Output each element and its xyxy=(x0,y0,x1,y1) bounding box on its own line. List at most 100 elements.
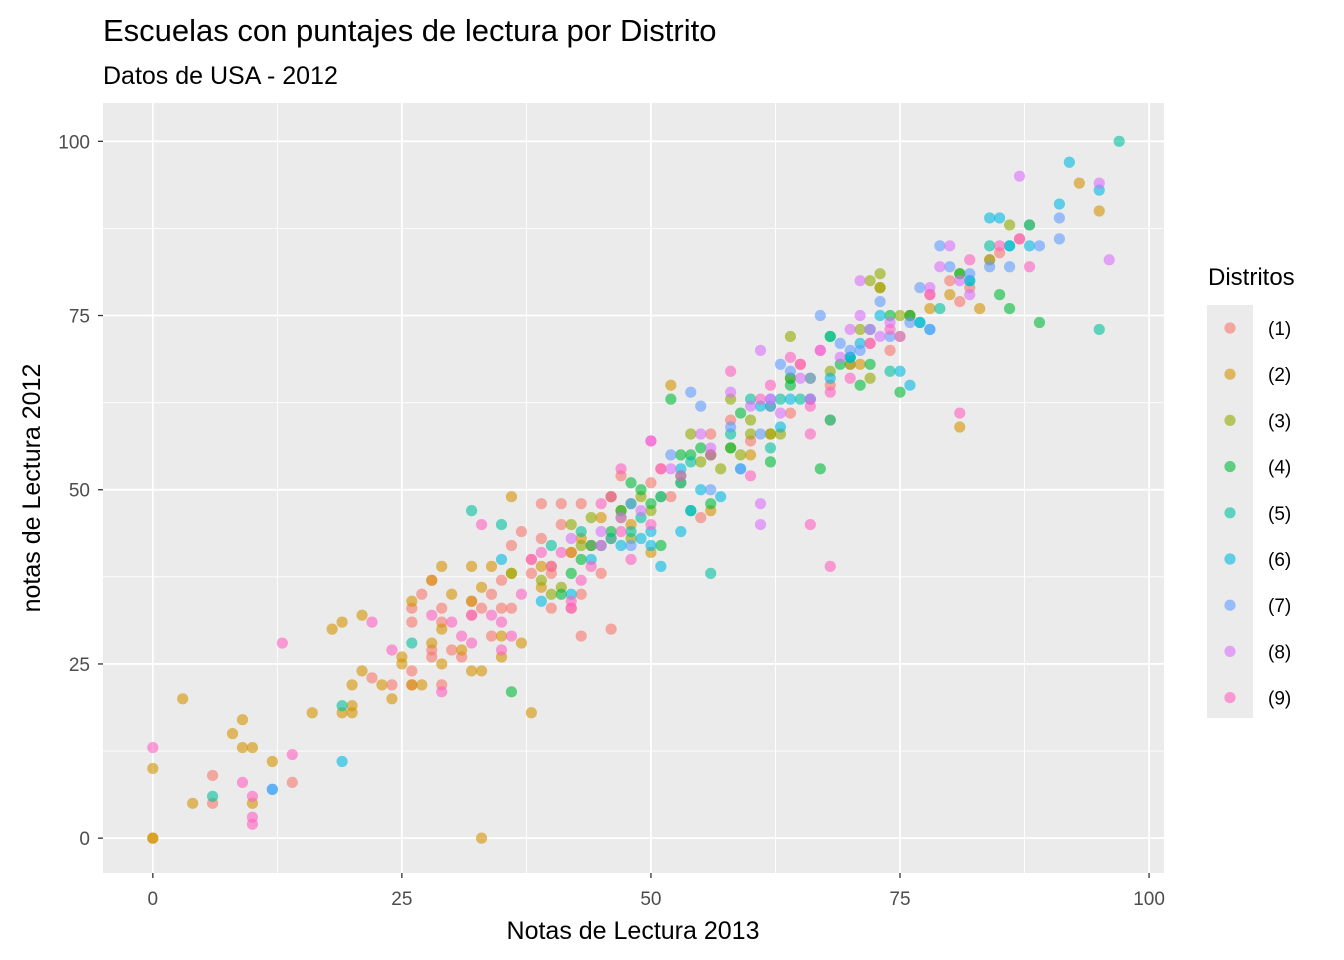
x-tick-label: 100 xyxy=(1133,889,1165,910)
legend-label-5: (5) xyxy=(1268,504,1291,525)
y-tick-label: 75 xyxy=(69,307,90,328)
data-point-district-1 xyxy=(436,602,448,614)
data-point-district-1 xyxy=(446,644,458,656)
data-point-district-2 xyxy=(1073,177,1085,189)
chart-subtitle: Datos de USA - 2012 xyxy=(103,62,338,90)
data-point-district-2 xyxy=(954,421,966,433)
data-point-district-3 xyxy=(545,588,557,600)
data-point-district-5 xyxy=(794,393,806,405)
data-point-district-1 xyxy=(784,407,797,419)
data-point-district-7 xyxy=(665,449,677,461)
data-point-district-8 xyxy=(635,505,647,517)
data-point-district-2 xyxy=(744,449,757,461)
x-tick-label: 50 xyxy=(640,889,661,910)
data-point-district-5 xyxy=(625,525,637,538)
data-point-district-9 xyxy=(585,560,597,572)
data-point-district-8 xyxy=(595,525,607,538)
data-point-district-9 xyxy=(784,351,797,363)
data-point-district-9 xyxy=(824,560,836,572)
data-point-district-4 xyxy=(814,463,826,475)
data-point-district-8 xyxy=(764,393,777,405)
data-point-district-8 xyxy=(774,407,787,419)
data-point-district-1 xyxy=(485,588,498,600)
data-point-district-2 xyxy=(386,693,398,705)
data-point-district-3 xyxy=(695,456,707,468)
data-point-district-2 xyxy=(475,832,488,844)
data-point-district-9 xyxy=(426,609,438,621)
data-point-district-4 xyxy=(1003,302,1016,315)
data-point-district-9 xyxy=(436,686,448,698)
data-point-district-9 xyxy=(535,546,547,559)
data-point-district-3 xyxy=(715,463,727,475)
x-axis-ticks: 0 25 50 75 100 xyxy=(148,873,1165,910)
data-point-district-8 xyxy=(754,498,767,510)
data-point-district-9 xyxy=(804,400,816,412)
x-tick-label: 0 xyxy=(148,889,159,910)
data-point-district-9 xyxy=(595,498,607,510)
data-point-district-9 xyxy=(615,525,627,538)
x-axis-title: Notas de Lectura 2013 xyxy=(507,917,760,945)
data-point-district-2 xyxy=(147,762,159,775)
data-point-district-2 xyxy=(426,574,438,586)
data-point-district-4 xyxy=(655,539,667,552)
data-point-district-9 xyxy=(615,463,627,475)
data-point-district-9 xyxy=(625,553,637,566)
data-point-district-8 xyxy=(1013,170,1026,182)
data-point-district-7 xyxy=(734,463,747,475)
data-point-district-9 xyxy=(595,539,607,552)
data-point-district-2 xyxy=(406,679,418,691)
data-point-district-6 xyxy=(784,393,797,405)
data-point-district-2 xyxy=(326,623,338,635)
data-point-district-4 xyxy=(994,289,1006,301)
data-point-district-8 xyxy=(754,518,767,531)
data-point-district-8 xyxy=(934,261,946,273)
data-point-district-9 xyxy=(456,630,468,642)
data-point-district-8 xyxy=(894,330,906,343)
data-point-district-1 xyxy=(206,769,219,782)
data-point-district-9 xyxy=(505,630,518,642)
data-point-district-8 xyxy=(744,400,757,412)
data-point-district-1 xyxy=(884,344,896,356)
data-point-district-6 xyxy=(824,372,836,384)
data-point-district-9 xyxy=(814,344,826,356)
data-point-district-7 xyxy=(814,309,826,322)
data-point-district-2 xyxy=(485,560,498,572)
data-point-district-1 xyxy=(366,672,378,684)
data-point-district-5 xyxy=(466,505,478,517)
data-point-district-5 xyxy=(884,365,896,377)
data-point-district-3 xyxy=(784,330,797,343)
data-point-district-6 xyxy=(685,505,697,517)
data-point-district-9 xyxy=(744,470,757,482)
legend-title: Distritos xyxy=(1208,264,1295,291)
data-point-district-9 xyxy=(515,588,528,600)
data-point-district-9 xyxy=(1023,261,1036,273)
data-point-district-7 xyxy=(874,295,886,308)
data-point-district-1 xyxy=(426,651,438,663)
legend-label-3: (3) xyxy=(1268,411,1291,432)
data-point-district-9 xyxy=(645,518,657,531)
data-point-district-9 xyxy=(276,637,288,649)
data-point-district-2 xyxy=(266,755,278,768)
data-point-district-1 xyxy=(954,295,966,308)
data-point-district-9 xyxy=(705,449,717,461)
data-point-district-5 xyxy=(1113,135,1125,147)
data-point-district-9 xyxy=(804,518,816,531)
data-point-district-2 xyxy=(565,546,577,559)
data-point-district-1 xyxy=(495,574,508,586)
data-point-district-8 xyxy=(944,240,956,252)
data-point-district-3 xyxy=(1003,219,1016,231)
data-point-district-3 xyxy=(685,428,697,440)
data-point-district-9 xyxy=(147,741,159,754)
data-point-district-5 xyxy=(824,330,836,343)
data-point-district-9 xyxy=(794,358,806,370)
data-point-district-7 xyxy=(804,372,816,384)
data-point-district-4 xyxy=(575,553,587,566)
data-point-district-9 xyxy=(366,616,378,628)
data-point-district-3 xyxy=(874,282,886,294)
data-point-district-4 xyxy=(585,539,597,552)
data-point-district-9 xyxy=(605,491,617,503)
legend-key-1 xyxy=(1224,322,1236,334)
data-point-district-6 xyxy=(715,491,727,503)
legend: Distritos (1) (2) (3) (4) (5) (6) (7) (8) (9) xyxy=(1207,264,1295,718)
